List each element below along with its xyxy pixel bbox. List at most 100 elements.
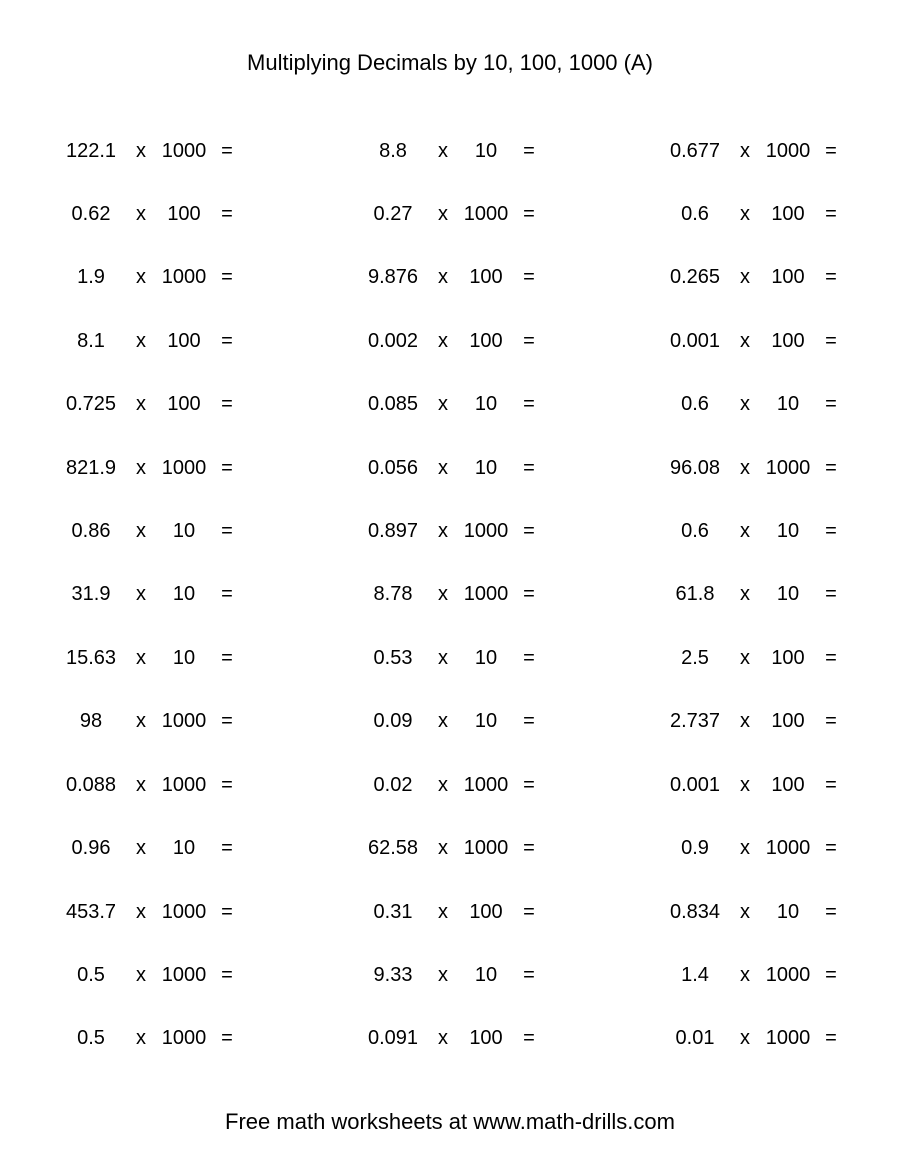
equals-symbol: = <box>515 710 543 733</box>
operand-a: 31.9 <box>55 583 127 606</box>
operand-a: 0.6 <box>659 203 731 226</box>
operator-symbol: x <box>731 964 759 987</box>
operand-b: 10 <box>457 964 515 987</box>
equals-symbol: = <box>515 583 543 606</box>
operand-b: 100 <box>457 1027 515 1050</box>
equals-symbol: = <box>213 964 241 987</box>
operand-b: 10 <box>155 647 213 670</box>
operand-a: 9.876 <box>357 266 429 289</box>
operator-symbol: x <box>429 520 457 543</box>
worksheet-column: 8.8x10=0.27x1000=9.876x100=0.002x100=0.0… <box>357 121 543 1069</box>
operand-a: 2.737 <box>659 710 731 733</box>
operand-a: 15.63 <box>55 647 127 670</box>
operand-b: 1000 <box>759 837 817 860</box>
problem-row: 0.5x1000= <box>55 945 241 1005</box>
equals-symbol: = <box>817 457 845 480</box>
operator-symbol: x <box>127 520 155 543</box>
operand-b: 10 <box>457 457 515 480</box>
operand-a: 0.001 <box>659 774 731 797</box>
operand-b: 10 <box>457 647 515 670</box>
problem-row: 453.7x1000= <box>55 882 241 942</box>
operand-b: 100 <box>155 203 213 226</box>
problem-row: 1.9x1000= <box>55 248 241 308</box>
equals-symbol: = <box>213 330 241 353</box>
operator-symbol: x <box>429 901 457 924</box>
operator-symbol: x <box>127 901 155 924</box>
operand-a: 0.088 <box>55 774 127 797</box>
equals-symbol: = <box>515 203 543 226</box>
equals-symbol: = <box>817 330 845 353</box>
problem-row: 62.58x1000= <box>357 819 543 879</box>
operand-a: 0.5 <box>55 964 127 987</box>
operator-symbol: x <box>127 1027 155 1050</box>
problem-row: 0.6x10= <box>659 375 845 435</box>
operator-symbol: x <box>731 457 759 480</box>
problem-row: 0.5x1000= <box>55 1009 241 1069</box>
operator-symbol: x <box>429 203 457 226</box>
equals-symbol: = <box>213 774 241 797</box>
operand-b: 1000 <box>457 520 515 543</box>
operand-b: 10 <box>457 710 515 733</box>
operand-b: 100 <box>759 330 817 353</box>
operator-symbol: x <box>429 457 457 480</box>
operand-b: 1000 <box>155 774 213 797</box>
problem-row: 0.091x100= <box>357 1009 543 1069</box>
operator-symbol: x <box>731 203 759 226</box>
operator-symbol: x <box>127 203 155 226</box>
operator-symbol: x <box>127 647 155 670</box>
equals-symbol: = <box>817 203 845 226</box>
problem-row: 0.834x10= <box>659 882 845 942</box>
operand-b: 1000 <box>759 140 817 163</box>
equals-symbol: = <box>515 647 543 670</box>
operator-symbol: x <box>429 647 457 670</box>
problem-row: 821.9x1000= <box>55 438 241 498</box>
problem-row: 8.1x100= <box>55 311 241 371</box>
operator-symbol: x <box>429 266 457 289</box>
problem-row: 0.6x100= <box>659 184 845 244</box>
operator-symbol: x <box>731 774 759 797</box>
operand-a: 821.9 <box>55 457 127 480</box>
equals-symbol: = <box>817 901 845 924</box>
problem-row: 0.62x100= <box>55 184 241 244</box>
problem-row: 31.9x10= <box>55 565 241 625</box>
operand-b: 1000 <box>155 140 213 163</box>
operand-a: 0.834 <box>659 901 731 924</box>
problem-row: 0.001x100= <box>659 755 845 815</box>
problem-row: 96.08x1000= <box>659 438 845 498</box>
worksheet-footer: Free math worksheets at www.math-drills.… <box>50 1109 850 1135</box>
operand-b: 100 <box>759 774 817 797</box>
operand-b: 100 <box>457 266 515 289</box>
operand-a: 0.677 <box>659 140 731 163</box>
equals-symbol: = <box>213 837 241 860</box>
problem-row: 98x1000= <box>55 692 241 752</box>
operator-symbol: x <box>127 837 155 860</box>
operator-symbol: x <box>127 964 155 987</box>
problem-row: 0.897x1000= <box>357 502 543 562</box>
problem-row: 0.96x10= <box>55 819 241 879</box>
operator-symbol: x <box>127 583 155 606</box>
operand-a: 0.09 <box>357 710 429 733</box>
operator-symbol: x <box>429 837 457 860</box>
equals-symbol: = <box>213 520 241 543</box>
operand-a: 0.085 <box>357 393 429 416</box>
operand-b: 10 <box>759 520 817 543</box>
problem-row: 9.876x100= <box>357 248 543 308</box>
equals-symbol: = <box>817 647 845 670</box>
operand-b: 100 <box>457 330 515 353</box>
problem-row: 122.1x1000= <box>55 121 241 181</box>
problem-row: 0.31x100= <box>357 882 543 942</box>
equals-symbol: = <box>515 837 543 860</box>
equals-symbol: = <box>817 774 845 797</box>
worksheet-title: Multiplying Decimals by 10, 100, 1000 (A… <box>50 50 850 76</box>
operand-b: 1000 <box>457 774 515 797</box>
problem-row: 0.088x1000= <box>55 755 241 815</box>
operand-b: 1000 <box>759 1027 817 1050</box>
equals-symbol: = <box>515 520 543 543</box>
equals-symbol: = <box>213 1027 241 1050</box>
problem-row: 8.8x10= <box>357 121 543 181</box>
equals-symbol: = <box>213 140 241 163</box>
operand-a: 0.02 <box>357 774 429 797</box>
operand-b: 100 <box>759 647 817 670</box>
worksheet-grid: 122.1x1000=0.62x100=1.9x1000=8.1x100=0.7… <box>50 121 850 1069</box>
operand-a: 0.27 <box>357 203 429 226</box>
